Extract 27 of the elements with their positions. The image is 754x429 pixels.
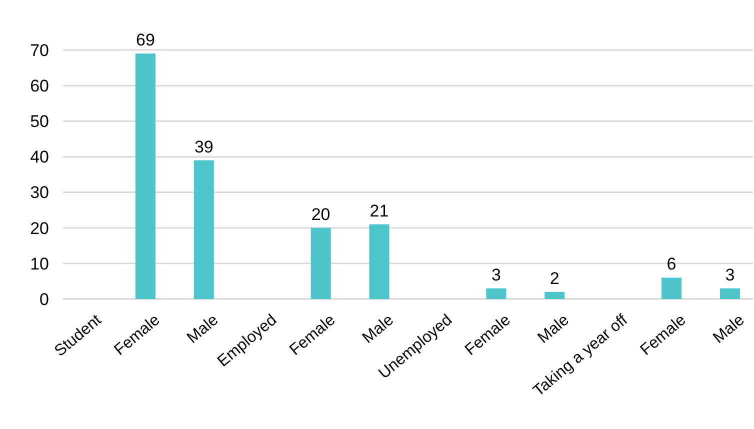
bar — [720, 288, 740, 299]
data-label: 20 — [311, 204, 330, 224]
y-tick-label: 40 — [30, 148, 49, 167]
y-tick-label: 30 — [30, 183, 49, 202]
y-tick-label: 50 — [30, 112, 49, 132]
data-label: 69 — [136, 30, 155, 50]
data-label: 21 — [370, 201, 389, 220]
bar — [310, 228, 331, 299]
data-label: 3 — [491, 265, 501, 284]
x-tick-label: Male — [184, 312, 222, 347]
data-label: 6 — [666, 254, 676, 274]
bar — [662, 278, 682, 299]
y-tick-label: 10 — [30, 254, 49, 274]
y-tick-label: 0 — [40, 290, 49, 309]
y-tick-label: 70 — [30, 40, 49, 60]
data-label: 39 — [194, 137, 214, 156]
bar — [544, 292, 565, 299]
x-tick-label: Male — [534, 312, 572, 347]
bar — [135, 54, 156, 299]
y-tick-label: 20 — [30, 218, 49, 238]
data-label: 3 — [725, 265, 735, 284]
bar — [369, 224, 390, 299]
y-tick-label: 60 — [30, 76, 49, 96]
bar — [486, 288, 506, 299]
x-tick-label: Male — [710, 312, 748, 347]
data-label: 2 — [550, 268, 560, 288]
bar — [194, 160, 214, 299]
